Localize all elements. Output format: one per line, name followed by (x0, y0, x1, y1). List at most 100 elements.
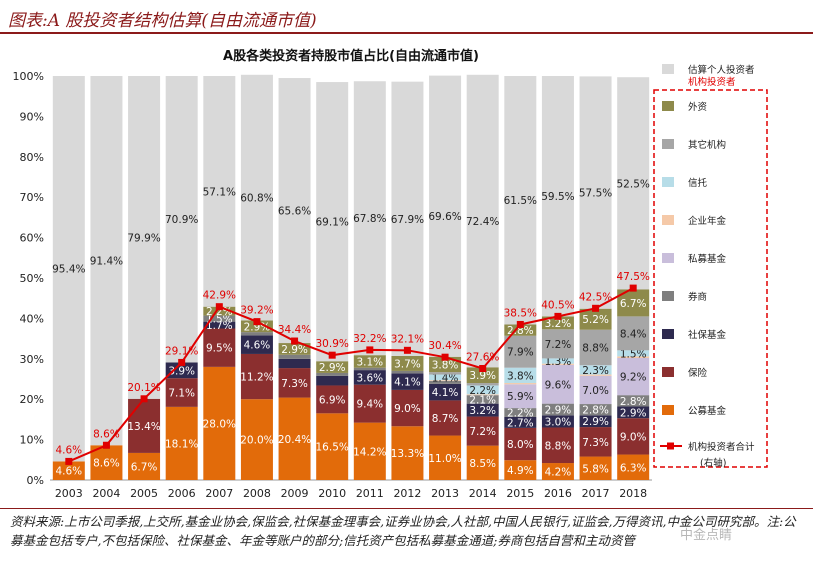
bar-segment-other (466, 383, 499, 386)
x-tick-label: 2013 (431, 487, 459, 500)
line-data-label: 8.6% (93, 428, 120, 440)
data-label-individual: 61.5% (504, 195, 537, 207)
bar-segment-insurance (278, 368, 311, 398)
bar-segment-qfii (579, 308, 612, 330)
data-label-insurance: 7.2% (469, 426, 496, 438)
data-label-individual: 67.8% (353, 213, 386, 225)
bar-segment-fund (353, 422, 386, 480)
data-label-qfii: 3.8% (432, 359, 459, 371)
line-point (403, 346, 411, 354)
chart-title: A股各类投资者持股市值占比(自由流通市值) (223, 48, 479, 64)
bar-segment-fund (391, 426, 424, 480)
bar-segment-insurance (466, 416, 499, 446)
data-label-individual: 72.4% (466, 216, 499, 228)
data-label-fund: 4.2% (545, 467, 572, 479)
bar-segment-individual (52, 76, 85, 462)
bar-segment-social (617, 406, 650, 419)
bar-segment-individual (429, 75, 462, 357)
line-data-label: 32.2% (353, 333, 386, 345)
header-bar: 图表:A 股投资者结构估算(自由流通市值) (0, 0, 813, 34)
data-label-trust: 1.5% (620, 348, 647, 360)
source-note: 资料来源:上市公司季报,上交所,基金业协会,保监会,社保基金理事会,证券业协会,… (10, 514, 796, 548)
data-label-insurance: 7.3% (281, 378, 308, 390)
legend-swatch-fund (662, 405, 674, 415)
bar-segment-fund (240, 399, 273, 480)
legend-swatch-trust (662, 177, 674, 187)
line-data-label: 30.9% (316, 338, 349, 350)
bar-segment-individual (353, 81, 386, 356)
data-label-qfii: 6.7% (620, 298, 647, 310)
x-tick-label: 2005 (130, 487, 158, 500)
header-divider (0, 32, 813, 34)
line-point (554, 312, 562, 320)
line-point (102, 441, 110, 449)
legend-label-pension: 企业年金 (688, 215, 727, 227)
bar-segment-individual (541, 76, 574, 317)
bar-segment-pension (579, 374, 612, 376)
bar-segment-trust (541, 358, 574, 364)
bar-segment-individual (504, 76, 537, 325)
legend-swatch-broker (662, 291, 674, 301)
legend-label-social: 社保基金 (688, 329, 727, 341)
line-point (592, 304, 600, 312)
y-tick-label: 100% (13, 70, 44, 83)
bar-segment-fund (278, 397, 311, 480)
line-point (328, 351, 336, 359)
legend-swatch-qfii (662, 101, 674, 111)
line-data-label: 42.5% (579, 291, 612, 303)
bar-segment-social (316, 375, 349, 386)
bar-segment-qfii (203, 306, 236, 316)
data-label-fund: 11.0% (428, 453, 461, 465)
bar-segment-social (278, 358, 311, 369)
data-label-qfii: 2.9% (281, 344, 308, 356)
legend-label-insurance: 保险 (688, 367, 708, 379)
x-tick-label: 2008 (243, 487, 271, 500)
line-data-label: 27.6% (466, 351, 499, 363)
bar-segment-insurance (391, 389, 424, 427)
data-label-fund: 18.1% (165, 438, 198, 450)
data-label-insurance: 9.0% (394, 403, 421, 415)
bar-segment-insurance (504, 427, 537, 461)
y-tick-label: 60% (20, 232, 44, 245)
x-tick-label: 2011 (356, 487, 384, 500)
bar-segment-fund (617, 454, 650, 480)
line-data-label: 4.6% (55, 444, 82, 456)
data-label-social: 3.2% (469, 405, 496, 417)
bar-segment-social (504, 416, 537, 428)
bar-segment-qfii (504, 324, 537, 336)
x-tick-label: 2017 (582, 487, 610, 500)
data-label-fund: 28.0% (203, 418, 236, 430)
y-tick-label: 50% (20, 272, 44, 285)
bar-segment-qfii (278, 343, 311, 355)
data-label-qfii: 2.9% (319, 362, 346, 374)
bar-segment-broker (278, 354, 311, 359)
data-label-individual: 65.6% (278, 206, 311, 218)
x-tick-label: 2012 (393, 487, 421, 500)
y-tick-label: 70% (20, 191, 44, 204)
bar-segment-broker (429, 381, 462, 384)
y-tick-label: 10% (20, 434, 44, 447)
bar-segment-qfii (391, 355, 424, 371)
bar-segment-fund (203, 366, 236, 480)
data-label-fund: 8.6% (93, 458, 120, 470)
x-tick-label: 2010 (318, 487, 346, 500)
bar-segment-fund (579, 456, 612, 480)
bar-segment-individual (90, 76, 123, 446)
data-label-social: 3.6% (356, 372, 383, 384)
bar-segment-insurance (617, 418, 650, 455)
bar-segment-fund (316, 413, 349, 480)
investor-structure-chart: A股各类投资者持股市值占比(自由流通市值) 0% 10% 20% 30% 40% 50% 60… (13, 48, 768, 500)
institutional-total-line (68, 287, 634, 463)
bar-segment-broker (504, 408, 537, 417)
bar-segment-social (391, 373, 424, 390)
bar-segment-broker (203, 315, 236, 322)
bar-segment-other (541, 329, 574, 359)
bar-segment-insurance (203, 328, 236, 367)
data-label-social: 2.9% (620, 407, 647, 419)
legend-line-marker (667, 442, 674, 450)
bar-segment-pension (429, 380, 462, 382)
data-label-other: 7.2% (545, 339, 572, 351)
bar-segment-insurance (541, 427, 574, 464)
bar-segment-broker (466, 395, 499, 404)
y-tick-label: 0% (27, 474, 44, 487)
